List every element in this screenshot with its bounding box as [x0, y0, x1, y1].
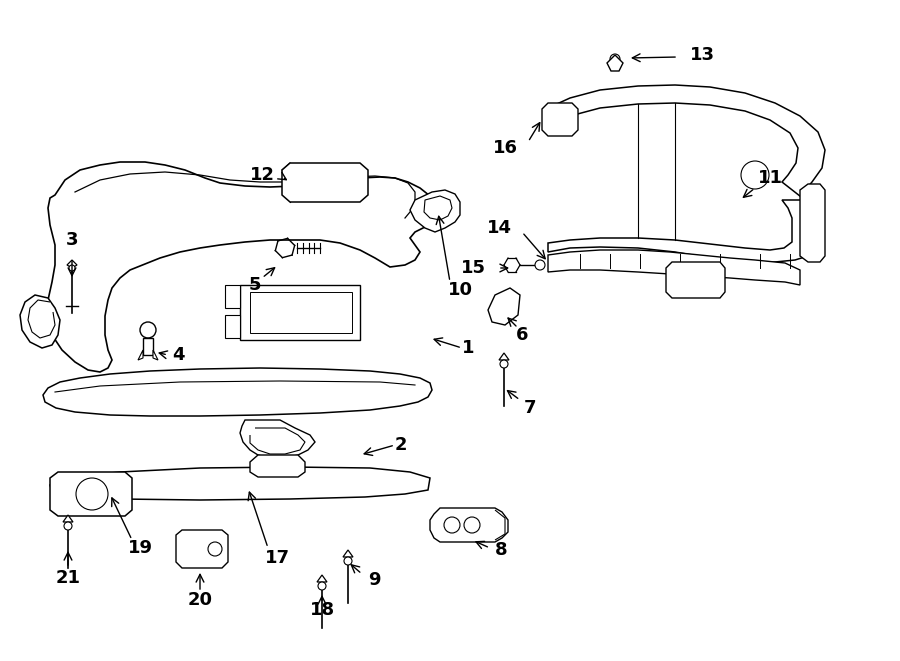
- Circle shape: [741, 161, 769, 189]
- Polygon shape: [488, 288, 520, 325]
- Polygon shape: [50, 467, 430, 500]
- Text: 19: 19: [128, 539, 153, 557]
- Polygon shape: [548, 85, 825, 200]
- Polygon shape: [317, 575, 327, 582]
- Polygon shape: [548, 200, 816, 262]
- Polygon shape: [410, 190, 460, 232]
- Text: 18: 18: [310, 601, 335, 619]
- Circle shape: [500, 360, 508, 368]
- Polygon shape: [225, 315, 240, 338]
- Circle shape: [64, 522, 72, 530]
- Polygon shape: [28, 300, 55, 338]
- Polygon shape: [48, 162, 435, 372]
- Polygon shape: [176, 530, 228, 568]
- Polygon shape: [250, 428, 305, 454]
- Circle shape: [69, 265, 75, 271]
- Polygon shape: [430, 508, 508, 542]
- Circle shape: [610, 54, 620, 64]
- Text: 21: 21: [56, 569, 80, 587]
- Polygon shape: [138, 350, 143, 360]
- Circle shape: [208, 542, 222, 556]
- Text: 2: 2: [395, 436, 408, 454]
- Polygon shape: [607, 55, 623, 71]
- Polygon shape: [43, 368, 432, 416]
- Circle shape: [318, 582, 326, 590]
- Text: 6: 6: [516, 326, 528, 344]
- Text: 11: 11: [758, 169, 783, 187]
- Circle shape: [444, 517, 460, 533]
- Polygon shape: [50, 472, 132, 516]
- Text: 4: 4: [172, 346, 184, 364]
- Polygon shape: [240, 420, 315, 458]
- Polygon shape: [250, 455, 305, 477]
- Polygon shape: [548, 250, 800, 285]
- Polygon shape: [143, 338, 153, 355]
- Text: 14: 14: [487, 219, 512, 237]
- Circle shape: [344, 557, 352, 565]
- Polygon shape: [282, 163, 368, 202]
- Polygon shape: [240, 285, 360, 340]
- Text: 13: 13: [690, 46, 715, 64]
- Text: 17: 17: [265, 549, 290, 567]
- Text: 1: 1: [462, 339, 474, 357]
- Text: 5: 5: [248, 276, 261, 294]
- Text: 7: 7: [524, 399, 536, 417]
- Polygon shape: [250, 292, 352, 333]
- Polygon shape: [225, 285, 240, 308]
- Polygon shape: [542, 103, 578, 136]
- Polygon shape: [424, 196, 452, 220]
- Polygon shape: [800, 184, 825, 262]
- Circle shape: [140, 322, 156, 338]
- Polygon shape: [67, 260, 77, 268]
- Polygon shape: [20, 295, 60, 348]
- Circle shape: [535, 260, 545, 270]
- Circle shape: [76, 478, 108, 510]
- Text: 10: 10: [448, 281, 473, 299]
- Polygon shape: [63, 515, 73, 522]
- Text: 16: 16: [493, 139, 518, 157]
- Text: 15: 15: [461, 259, 486, 277]
- Polygon shape: [343, 550, 353, 557]
- Text: 12: 12: [250, 166, 275, 184]
- Circle shape: [464, 517, 480, 533]
- Text: 3: 3: [66, 231, 78, 249]
- Polygon shape: [499, 353, 509, 360]
- Polygon shape: [495, 510, 505, 540]
- Text: 20: 20: [187, 591, 212, 609]
- Text: 9: 9: [368, 571, 381, 589]
- Text: 8: 8: [495, 541, 508, 559]
- Polygon shape: [153, 350, 158, 360]
- Polygon shape: [666, 262, 725, 298]
- Circle shape: [553, 112, 567, 126]
